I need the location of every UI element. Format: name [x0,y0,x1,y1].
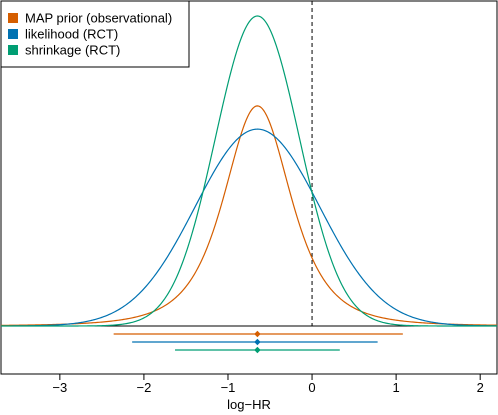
x-tick-label: −1 [221,380,236,395]
x-tick-label: 1 [393,380,400,395]
legend-box [0,0,190,68]
density-curve-3 [1,15,497,327]
density-curve-1 [0,105,498,326]
interval-bars [113,330,403,354]
legend-label-1: MAP prior (observational) [25,11,172,26]
x-tick-label: 0 [308,380,315,395]
legend-swatch-1 [8,13,18,23]
x-axis-label: log−HR [227,397,271,412]
legend-swatch-2 [8,29,18,39]
legend: MAP prior (observational)likelihood (RCT… [0,0,190,68]
density-curve-2 [1,128,498,327]
legend-swatch-3 [8,45,18,55]
interval-point-2 [254,338,261,346]
interval-point-1 [254,330,261,338]
x-tick-label: −2 [137,380,152,395]
x-tick-label: −3 [52,380,67,395]
density-curves [0,15,498,327]
plot-frame [0,0,498,375]
x-axis: −3 −2 −1 0 1 2 [52,374,484,395]
legend-label-3: shrinkage (RCT) [25,43,120,58]
x-tick-label: 2 [477,380,484,395]
interval-point-3 [254,346,261,354]
legend-label-2: likelihood (RCT) [25,27,118,42]
